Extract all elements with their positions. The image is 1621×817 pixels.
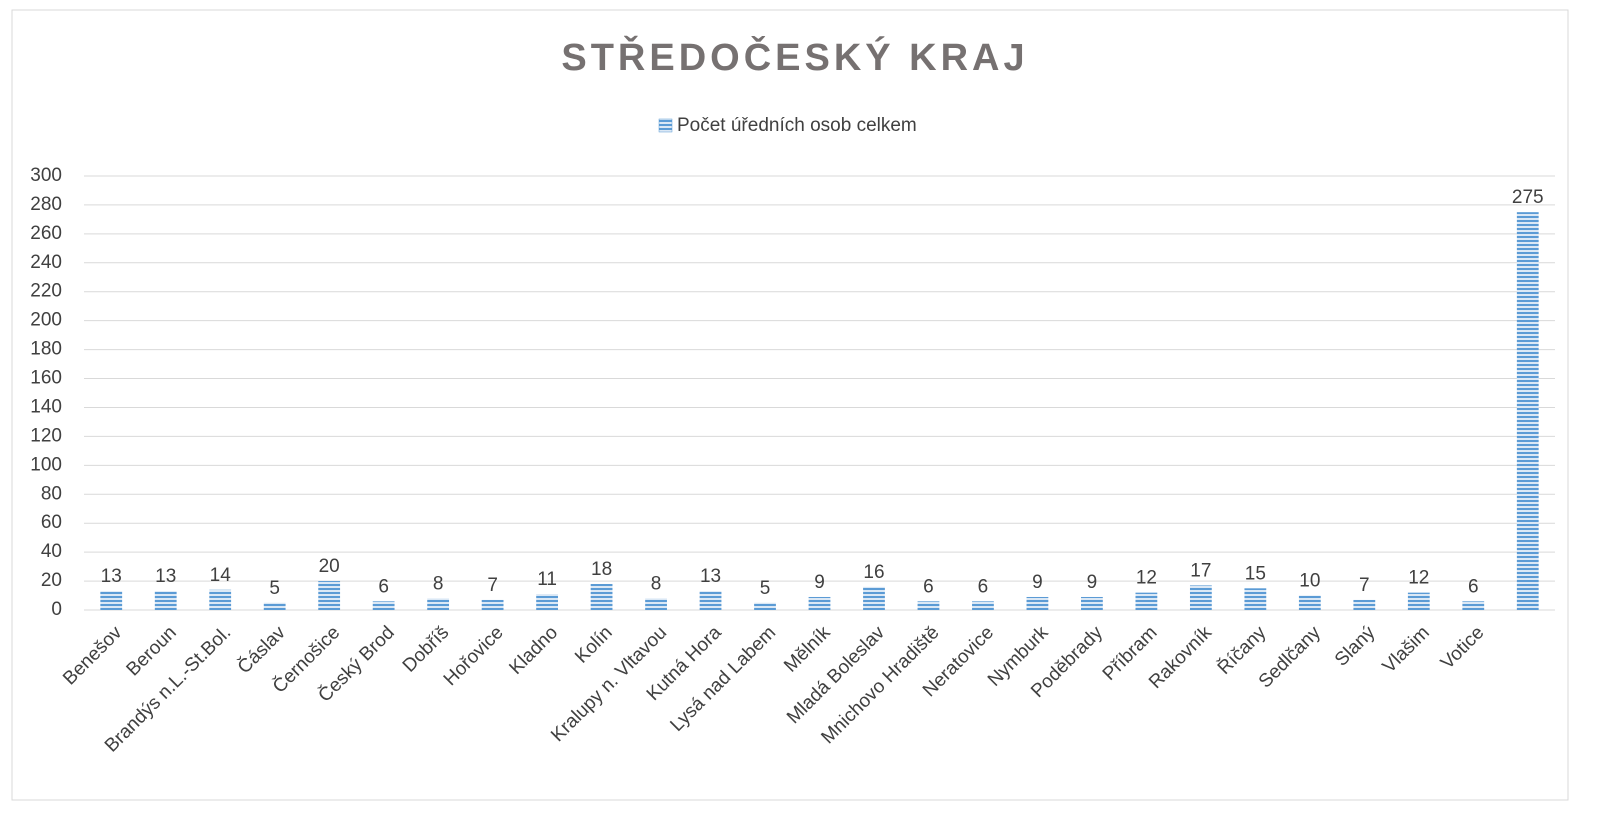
bar [972, 601, 994, 610]
bar [427, 598, 450, 610]
bar [263, 602, 286, 610]
data-label: 17 [1190, 560, 1211, 581]
y-tick-label: 240 [30, 252, 62, 273]
data-label: 12 [1136, 568, 1157, 589]
bar [372, 601, 395, 610]
data-label: 9 [1087, 572, 1098, 593]
bar [808, 596, 831, 610]
y-tick-label: 300 [30, 165, 62, 186]
data-label: 5 [269, 578, 280, 599]
bar [645, 598, 667, 610]
data-label: 8 [651, 573, 662, 594]
data-label: 18 [591, 559, 612, 580]
y-tick-label: 180 [30, 339, 62, 360]
y-tick-label: 40 [41, 541, 62, 562]
bar [209, 589, 232, 610]
legend-swatch [658, 118, 673, 133]
chart-title: STŘEDOČESKÝ KRAJ [561, 34, 1028, 79]
y-tick-label: 200 [30, 310, 62, 331]
chart-frame [11, 9, 1569, 801]
bar [1244, 588, 1267, 610]
data-label: 9 [814, 572, 825, 593]
data-label: 9 [1032, 572, 1043, 593]
y-tick-label: 100 [30, 454, 62, 475]
y-tick-label: 160 [30, 368, 62, 389]
data-label: 6 [1468, 576, 1479, 597]
y-tick-label: 220 [30, 281, 62, 302]
data-label: 15 [1245, 563, 1266, 584]
data-label: 10 [1299, 571, 1320, 592]
bar [863, 586, 885, 610]
data-label: 6 [378, 576, 389, 597]
data-label: 12 [1408, 568, 1429, 589]
data-label: 11 [537, 569, 557, 590]
data-label: 20 [319, 556, 340, 577]
data-label: 14 [210, 565, 232, 586]
bar [154, 591, 177, 610]
bar [1298, 595, 1321, 610]
data-label: 6 [923, 576, 934, 597]
y-tick-label: 140 [30, 396, 62, 417]
bar [1026, 596, 1049, 610]
y-tick-label: 120 [30, 425, 62, 446]
y-tick-label: 60 [41, 512, 62, 533]
y-tick-label: 20 [41, 570, 62, 591]
data-label: 6 [978, 576, 989, 597]
bar [917, 601, 940, 610]
bar [1135, 592, 1158, 610]
bar [1462, 601, 1485, 610]
data-label: 8 [433, 573, 444, 594]
bar [1516, 212, 1539, 610]
bar [1189, 585, 1212, 610]
bar [699, 591, 722, 610]
data-label: 7 [1359, 575, 1370, 596]
bar [590, 583, 613, 610]
legend-label: Počet úředních osob celkem [677, 115, 917, 136]
bar [481, 599, 504, 610]
bar [754, 602, 776, 610]
bar [536, 594, 558, 610]
y-tick-label: 260 [30, 223, 62, 244]
data-label: 275 [1512, 187, 1544, 208]
bar [318, 581, 341, 610]
data-label: 13 [155, 566, 176, 587]
data-label: 7 [487, 575, 498, 596]
bar [1353, 599, 1376, 610]
bar [100, 591, 123, 610]
data-label: 13 [700, 566, 721, 587]
bar [1407, 592, 1430, 610]
data-label: 5 [760, 578, 771, 599]
y-tick-label: 0 [51, 599, 62, 620]
y-tick-label: 80 [41, 483, 62, 504]
data-label: 16 [863, 562, 884, 583]
bar [1081, 596, 1103, 610]
y-tick-label: 280 [30, 194, 62, 215]
data-label: 13 [101, 566, 122, 587]
